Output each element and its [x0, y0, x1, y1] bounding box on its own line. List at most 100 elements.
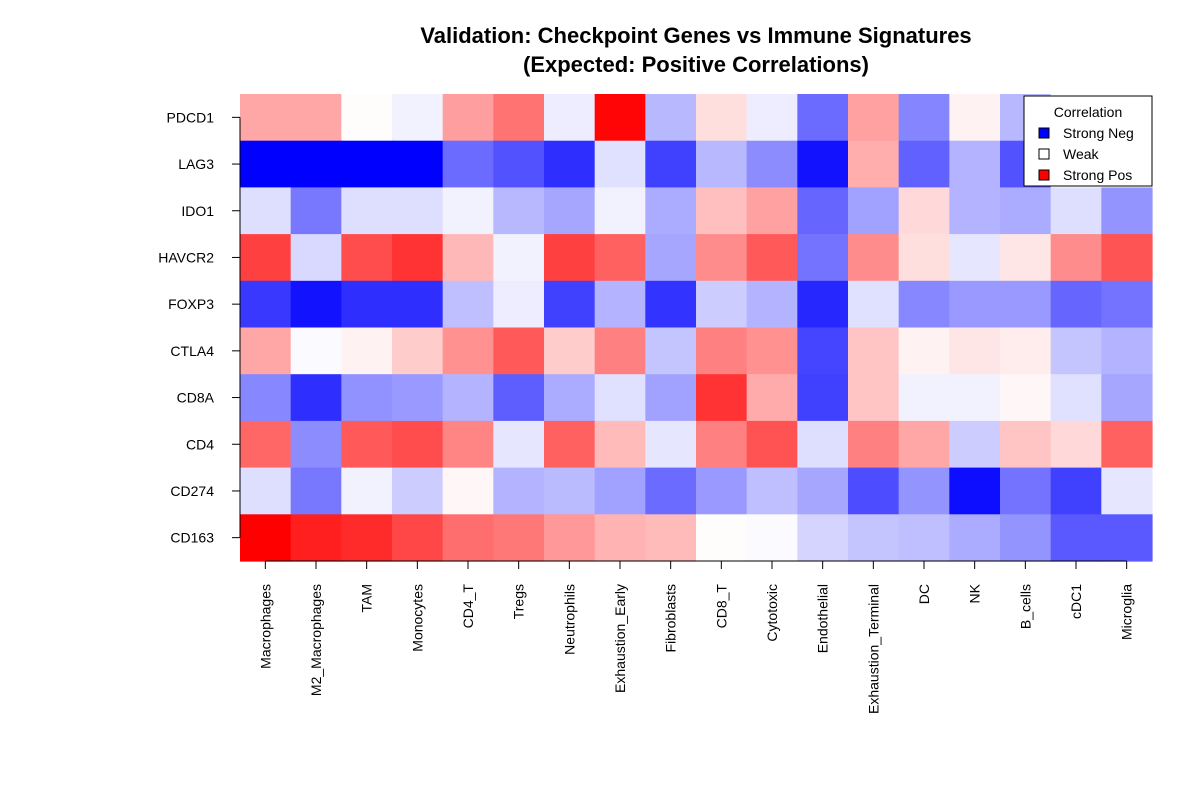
- heatmap-cell: [746, 327, 798, 375]
- heatmap-cell: [696, 514, 748, 562]
- x-tick-label: CD8_T: [713, 584, 729, 629]
- heatmap-cell: [493, 187, 545, 235]
- heatmap-cell: [290, 280, 342, 329]
- heatmap-cell: [240, 514, 292, 562]
- heatmap-cell: [746, 420, 798, 469]
- heatmap-cell: [1101, 187, 1153, 235]
- heatmap-cell: [290, 187, 342, 235]
- heatmap-cell: [392, 234, 444, 282]
- heatmap-cell: [240, 94, 292, 142]
- y-tick-label: IDO1: [181, 203, 214, 219]
- heatmap-cell: [797, 467, 849, 515]
- heatmap-cell: [696, 280, 748, 329]
- heatmap-cell: [392, 280, 444, 329]
- heatmap-cell: [1050, 280, 1102, 329]
- x-tick-label: CD4_T: [460, 584, 476, 629]
- heatmap-cell: [898, 140, 950, 188]
- heatmap-cell: [696, 327, 748, 375]
- heatmap-cell: [1050, 327, 1102, 375]
- heatmap-cell: [898, 94, 950, 142]
- heatmap-cell: [746, 280, 798, 329]
- y-tick-label: CD4: [186, 436, 214, 452]
- heatmap-cell: [949, 327, 1001, 375]
- heatmap-cell: [645, 420, 697, 469]
- heatmap-cell: [341, 280, 393, 329]
- heatmap-cell: [746, 140, 798, 188]
- y-tick-label: CD8A: [177, 390, 215, 406]
- heatmap-cell: [645, 280, 697, 329]
- heatmap-cell: [1000, 187, 1052, 235]
- heatmap-cell: [848, 374, 900, 422]
- heatmap-cell: [442, 420, 494, 469]
- heatmap-cell: [848, 420, 900, 469]
- heatmap-cell: [240, 374, 292, 422]
- heatmap-cell: [392, 327, 444, 375]
- heatmap-cell: [240, 234, 292, 282]
- heatmap-cell: [290, 327, 342, 375]
- heatmap-cell: [797, 234, 849, 282]
- heatmap-cell: [898, 420, 950, 469]
- heatmap-cell: [797, 280, 849, 329]
- y-tick-label: CD163: [170, 530, 214, 546]
- heatmap-cell: [949, 374, 1001, 422]
- heatmap-cell: [341, 234, 393, 282]
- heatmap-cell: [696, 140, 748, 188]
- x-tick-label: NK: [967, 583, 983, 603]
- heatmap-cell: [594, 514, 646, 562]
- heatmap-cell: [392, 94, 444, 142]
- heatmap-cell: [594, 327, 646, 375]
- chart-subtitle: (Expected: Positive Correlations): [523, 52, 869, 77]
- legend-title: Correlation: [1054, 104, 1122, 120]
- heatmap-cell: [594, 140, 646, 188]
- heatmap-cell: [392, 467, 444, 515]
- heatmap-cell: [746, 187, 798, 235]
- heatmap-cell: [594, 420, 646, 469]
- heatmap-cell: [240, 420, 292, 469]
- x-tick-label: cDC1: [1068, 584, 1084, 619]
- heatmap-cell: [645, 140, 697, 188]
- heatmap-cell: [898, 374, 950, 422]
- heatmap-cell: [544, 234, 596, 282]
- heatmap-cell: [1050, 187, 1102, 235]
- heatmap-cell: [797, 94, 849, 142]
- heatmap-cell: [797, 420, 849, 469]
- heatmap-cell: [645, 234, 697, 282]
- heatmap-cell: [746, 467, 798, 515]
- heatmap-cell: [1000, 420, 1052, 469]
- y-tick-label: CTLA4: [170, 343, 214, 359]
- heatmap-cell: [1101, 420, 1153, 469]
- heatmap-cell: [493, 234, 545, 282]
- heatmap-cell: [696, 234, 748, 282]
- heatmap-cell: [898, 187, 950, 235]
- heatmap-cell: [594, 374, 646, 422]
- heatmap-cell: [544, 280, 596, 329]
- heatmap-cell: [240, 467, 292, 515]
- heatmap-cell: [442, 327, 494, 375]
- legend-swatch: [1038, 127, 1050, 139]
- heatmap-cell: [898, 280, 950, 329]
- heatmap-cell: [696, 94, 748, 142]
- heatmap-cell: [442, 187, 494, 235]
- heatmap-cell: [240, 327, 292, 375]
- heatmap-cell: [696, 420, 748, 469]
- heatmap-cell: [898, 467, 950, 515]
- heatmap-cell: [746, 234, 798, 282]
- heatmap-cell: [1000, 514, 1052, 562]
- heatmap-cell: [848, 280, 900, 329]
- heatmap-cell: [1101, 467, 1153, 515]
- heatmap-cell: [848, 187, 900, 235]
- heatmap-cell: [949, 420, 1001, 469]
- heatmap-cell: [442, 140, 494, 188]
- legend-swatch: [1038, 148, 1050, 160]
- heatmap-cell: [797, 140, 849, 188]
- heatmap-cell: [290, 467, 342, 515]
- heatmap-cell: [898, 514, 950, 562]
- legend-entry-label: Weak: [1063, 146, 1100, 162]
- heatmap-cell: [392, 187, 444, 235]
- heatmap-cell: [1050, 234, 1102, 282]
- heatmap-cell: [341, 327, 393, 375]
- heatmap-cell: [493, 94, 545, 142]
- heatmap-cell: [544, 187, 596, 235]
- heatmap-cell: [1101, 280, 1153, 329]
